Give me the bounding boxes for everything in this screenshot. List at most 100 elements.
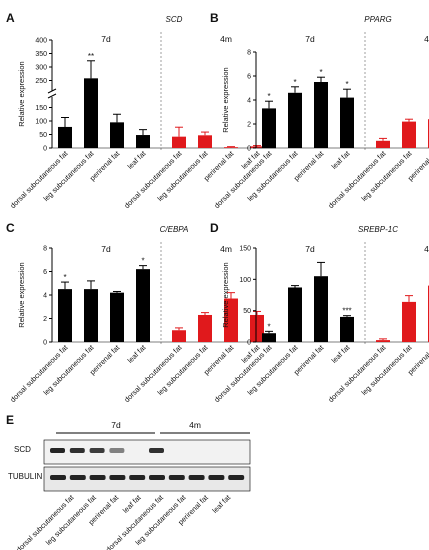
y-tick-label: 6 xyxy=(43,269,47,276)
y-tick-label: 6 xyxy=(247,74,251,81)
y-tick-label: 150 xyxy=(239,246,251,253)
bar xyxy=(224,298,238,342)
significance-mark: * xyxy=(319,68,322,77)
chart-title: PPARG xyxy=(364,15,391,24)
panel-d: D SREBP-1C 0 50 100 150 Relative expression 7d 4… xyxy=(210,221,429,404)
bar xyxy=(288,92,302,148)
y-tick-label: 0 xyxy=(43,340,47,347)
y-tick-label: 300 xyxy=(35,65,47,72)
blot-band-scd xyxy=(149,448,164,453)
bar xyxy=(262,333,276,342)
significance-mark: * xyxy=(293,78,296,87)
blot-band-scd xyxy=(50,448,65,453)
y-tick-label: 250 xyxy=(35,78,47,85)
y-axis-label: Relative expression xyxy=(221,67,230,132)
group-label-7d: 7d xyxy=(305,244,315,254)
bar xyxy=(172,136,186,148)
y-axis-label: Relative expression xyxy=(221,262,230,327)
bar xyxy=(58,126,72,148)
significance-mark: *** xyxy=(342,307,351,316)
panel-letter: C xyxy=(6,221,15,235)
bar xyxy=(262,108,276,148)
y-tick-label: 350 xyxy=(35,51,47,58)
bar xyxy=(402,121,416,148)
y-axis-label: Relative expression xyxy=(17,262,26,327)
y-tick-label: 100 xyxy=(239,277,251,284)
blot-band-tubulin xyxy=(69,475,86,480)
blot-band-tubulin xyxy=(129,475,146,480)
bar xyxy=(376,340,390,342)
y-tick-label: 100 xyxy=(35,119,47,126)
bar xyxy=(84,289,98,342)
group-label-7d: 7d xyxy=(101,244,111,254)
x-tick-label: leaf fat xyxy=(126,343,148,365)
chart-title: SCD xyxy=(166,15,183,24)
group-label-4m: 4m xyxy=(220,34,232,44)
significance-mark: ** xyxy=(88,52,94,61)
blot-band-tubulin xyxy=(50,475,66,480)
bar xyxy=(110,122,124,148)
blot-band-scd xyxy=(109,448,125,453)
y-tick-label: 0 xyxy=(43,146,47,153)
y-tick-label: 4 xyxy=(43,293,47,300)
significance-mark: * xyxy=(267,92,270,101)
y-tick-label: 8 xyxy=(43,246,47,253)
bar xyxy=(198,314,212,342)
group-label-4m: 4m xyxy=(424,244,429,254)
panel-letter: A xyxy=(6,11,15,25)
blot-band-scd xyxy=(69,448,85,453)
bar xyxy=(340,316,354,342)
significance-mark: * xyxy=(141,257,144,266)
blot-band-tubulin xyxy=(208,475,225,480)
blot-row-label: SCD xyxy=(14,445,31,454)
bar xyxy=(136,135,150,148)
bar xyxy=(136,269,150,342)
blot-row-label: TUBULIN xyxy=(8,472,42,481)
chart-title: C/EBPA xyxy=(160,225,189,234)
axis-break-mark xyxy=(47,93,57,99)
group-label-4m: 4m xyxy=(220,244,232,254)
axis-break-gap xyxy=(48,91,56,97)
blot-band-tubulin xyxy=(109,475,126,480)
blot-band-tubulin xyxy=(89,475,106,480)
panel-letter: B xyxy=(210,11,219,25)
y-tick-label: 2 xyxy=(43,316,47,323)
blot-band-scd xyxy=(89,448,105,453)
bar xyxy=(402,301,416,342)
y-tick-label: 0 xyxy=(247,146,251,153)
chart-title: SREBP-1C xyxy=(358,225,398,234)
y-tick-label: 400 xyxy=(35,38,47,45)
lane-label: leaf fat xyxy=(210,493,232,515)
axis-break-mark xyxy=(47,88,57,94)
significance-mark: * xyxy=(345,80,348,89)
significance-mark: * xyxy=(63,273,66,282)
panel-letter: D xyxy=(210,221,219,235)
bar xyxy=(376,140,390,148)
x-tick-label: leaf fat xyxy=(126,149,148,171)
panel-letter: E xyxy=(6,413,14,427)
bar xyxy=(250,146,264,148)
group-label-4m: 4m xyxy=(424,34,429,44)
group-label-7d: 7d xyxy=(101,34,111,44)
bar xyxy=(198,135,212,148)
group-label-7d: 7d xyxy=(111,420,121,430)
bar xyxy=(224,147,238,148)
blot-band-tubulin xyxy=(149,475,165,480)
y-tick-label: 150 xyxy=(35,105,47,112)
blot-band-tubulin xyxy=(188,475,205,480)
bar xyxy=(340,97,354,148)
bar xyxy=(172,330,186,342)
blot-band-tubulin xyxy=(168,475,185,480)
group-label-7d: 7d xyxy=(305,34,315,44)
y-tick-label: 50 xyxy=(39,132,47,139)
bar xyxy=(58,289,72,342)
bar xyxy=(314,82,328,148)
y-tick-label: 0 xyxy=(247,340,251,347)
x-tick-label: leaf fat xyxy=(330,343,352,365)
bar xyxy=(288,287,302,342)
bar xyxy=(110,292,124,342)
